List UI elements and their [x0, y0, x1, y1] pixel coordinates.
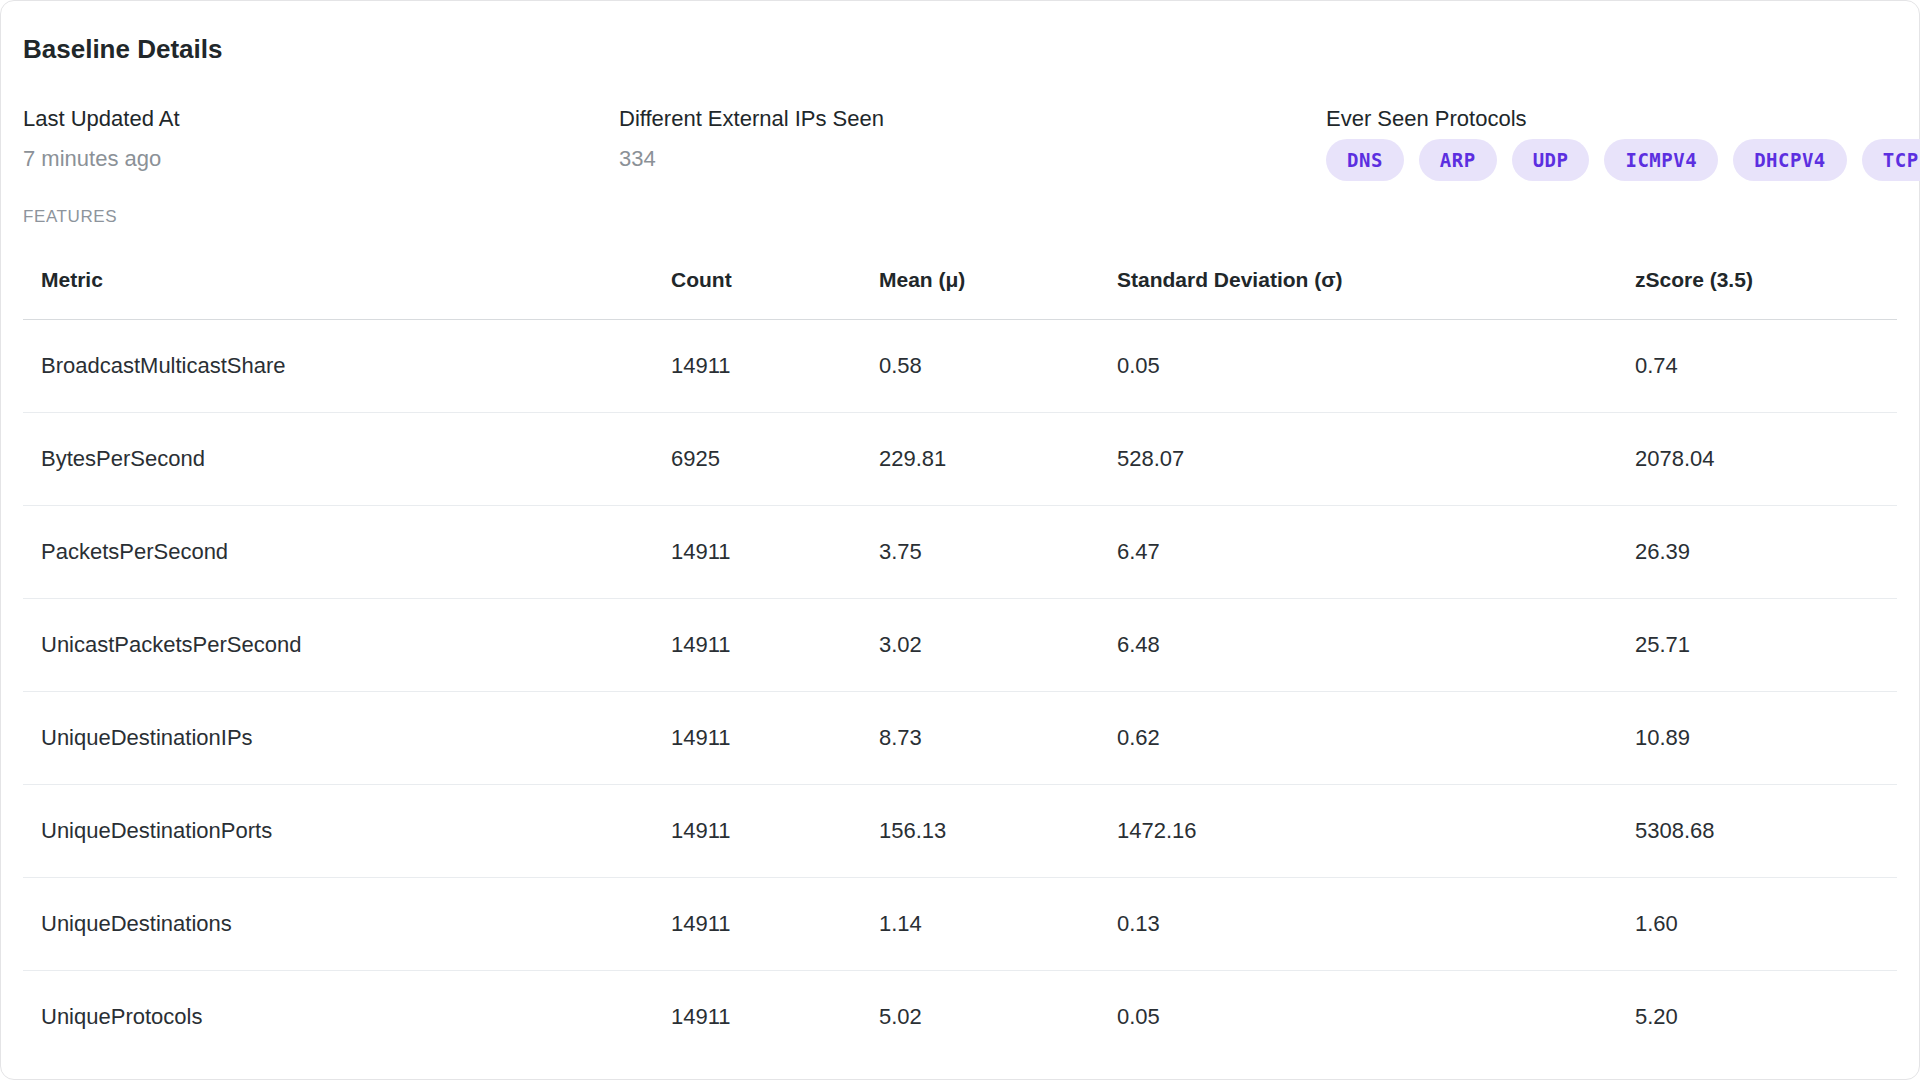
- zscore-cell: 26.39: [1635, 506, 1897, 599]
- protocol-pill-list: DNS ARP UDP ICMPV4 DHCPV4 TCP: [1326, 139, 1920, 181]
- std-deviation-cell: 6.48: [1117, 599, 1635, 692]
- std-deviation-cell: 6.47: [1117, 506, 1635, 599]
- features-section-label: FEATURES: [23, 205, 1897, 229]
- last-updated-label: Last Updated At: [23, 105, 619, 133]
- column-header-standard-deviation: Standard Deviation (σ): [1117, 241, 1635, 320]
- protocol-pill: DHCPV4: [1733, 139, 1847, 181]
- count-cell: 14911: [671, 878, 879, 971]
- zscore-cell: 10.89: [1635, 692, 1897, 785]
- count-cell: 6925: [671, 413, 879, 506]
- protocol-pill: UDP: [1512, 139, 1590, 181]
- metric-cell: PacketsPerSecond: [23, 506, 671, 599]
- external-ips-label: Different External IPs Seen: [619, 105, 1326, 133]
- metric-cell: UniqueDestinationIPs: [23, 692, 671, 785]
- metric-cell: UniqueDestinationPorts: [23, 785, 671, 878]
- page-title: Baseline Details: [23, 31, 1897, 67]
- std-deviation-cell: 0.13: [1117, 878, 1635, 971]
- count-cell: 14911: [671, 785, 879, 878]
- baseline-summary-row: Last Updated At 7 minutes ago Different …: [23, 105, 1897, 181]
- mean-cell: 229.81: [879, 413, 1117, 506]
- features-metrics-table: Metric Count Mean (μ) Standard Deviation…: [23, 241, 1897, 1063]
- zscore-cell: 2078.04: [1635, 413, 1897, 506]
- mean-cell: 8.73: [879, 692, 1117, 785]
- protocol-pill: DNS: [1326, 139, 1404, 181]
- table-row: UniqueProtocols149115.020.055.20: [23, 971, 1897, 1064]
- table-header-row: Metric Count Mean (μ) Standard Deviation…: [23, 241, 1897, 320]
- mean-cell: 1.14: [879, 878, 1117, 971]
- protocol-pill: ICMPV4: [1604, 139, 1718, 181]
- ever-seen-protocols-label: Ever Seen Protocols: [1326, 105, 1920, 133]
- last-updated-block: Last Updated At 7 minutes ago: [23, 105, 619, 181]
- count-cell: 14911: [671, 320, 879, 413]
- mean-cell: 3.75: [879, 506, 1117, 599]
- zscore-cell: 0.74: [1635, 320, 1897, 413]
- std-deviation-cell: 1472.16: [1117, 785, 1635, 878]
- metric-cell: BytesPerSecond: [23, 413, 671, 506]
- protocol-pill: ARP: [1419, 139, 1497, 181]
- external-ips-block: Different External IPs Seen 334: [619, 105, 1326, 181]
- column-header-zscore: zScore (3.5): [1635, 241, 1897, 320]
- zscore-cell: 5308.68: [1635, 785, 1897, 878]
- metrics-table-body: BroadcastMulticastShare149110.580.050.74…: [23, 320, 1897, 1064]
- count-cell: 14911: [671, 599, 879, 692]
- zscore-cell: 25.71: [1635, 599, 1897, 692]
- std-deviation-cell: 0.62: [1117, 692, 1635, 785]
- protocol-pill: TCP: [1862, 139, 1920, 181]
- mean-cell: 156.13: [879, 785, 1117, 878]
- table-row: UniqueDestinationPorts14911156.131472.16…: [23, 785, 1897, 878]
- zscore-cell: 5.20: [1635, 971, 1897, 1064]
- zscore-cell: 1.60: [1635, 878, 1897, 971]
- table-row: BroadcastMulticastShare149110.580.050.74: [23, 320, 1897, 413]
- table-row: UniqueDestinations149111.140.131.60: [23, 878, 1897, 971]
- metric-cell: BroadcastMulticastShare: [23, 320, 671, 413]
- count-cell: 14911: [671, 692, 879, 785]
- std-deviation-cell: 0.05: [1117, 320, 1635, 413]
- count-cell: 14911: [671, 506, 879, 599]
- std-deviation-cell: 0.05: [1117, 971, 1635, 1064]
- last-updated-value: 7 minutes ago: [23, 145, 619, 173]
- external-ips-value: 334: [619, 145, 1326, 173]
- count-cell: 14911: [671, 971, 879, 1064]
- column-header-metric: Metric: [23, 241, 671, 320]
- table-row: PacketsPerSecond149113.756.4726.39: [23, 506, 1897, 599]
- metric-cell: UniqueDestinations: [23, 878, 671, 971]
- mean-cell: 3.02: [879, 599, 1117, 692]
- column-header-count: Count: [671, 241, 879, 320]
- mean-cell: 5.02: [879, 971, 1117, 1064]
- ever-seen-protocols-block: Ever Seen Protocols DNS ARP UDP ICMPV4 DHCPV…: [1326, 105, 1920, 181]
- table-row: UniqueDestinationIPs149118.730.6210.89: [23, 692, 1897, 785]
- table-row: BytesPerSecond6925229.81528.072078.04: [23, 413, 1897, 506]
- mean-cell: 0.58: [879, 320, 1117, 413]
- std-deviation-cell: 528.07: [1117, 413, 1635, 506]
- metric-cell: UniqueProtocols: [23, 971, 671, 1064]
- metric-cell: UnicastPacketsPerSecond: [23, 599, 671, 692]
- table-row: UnicastPacketsPerSecond149113.026.4825.7…: [23, 599, 1897, 692]
- baseline-details-panel: Baseline Details Last Updated At 7 minut…: [0, 0, 1920, 1080]
- column-header-mean: Mean (μ): [879, 241, 1117, 320]
